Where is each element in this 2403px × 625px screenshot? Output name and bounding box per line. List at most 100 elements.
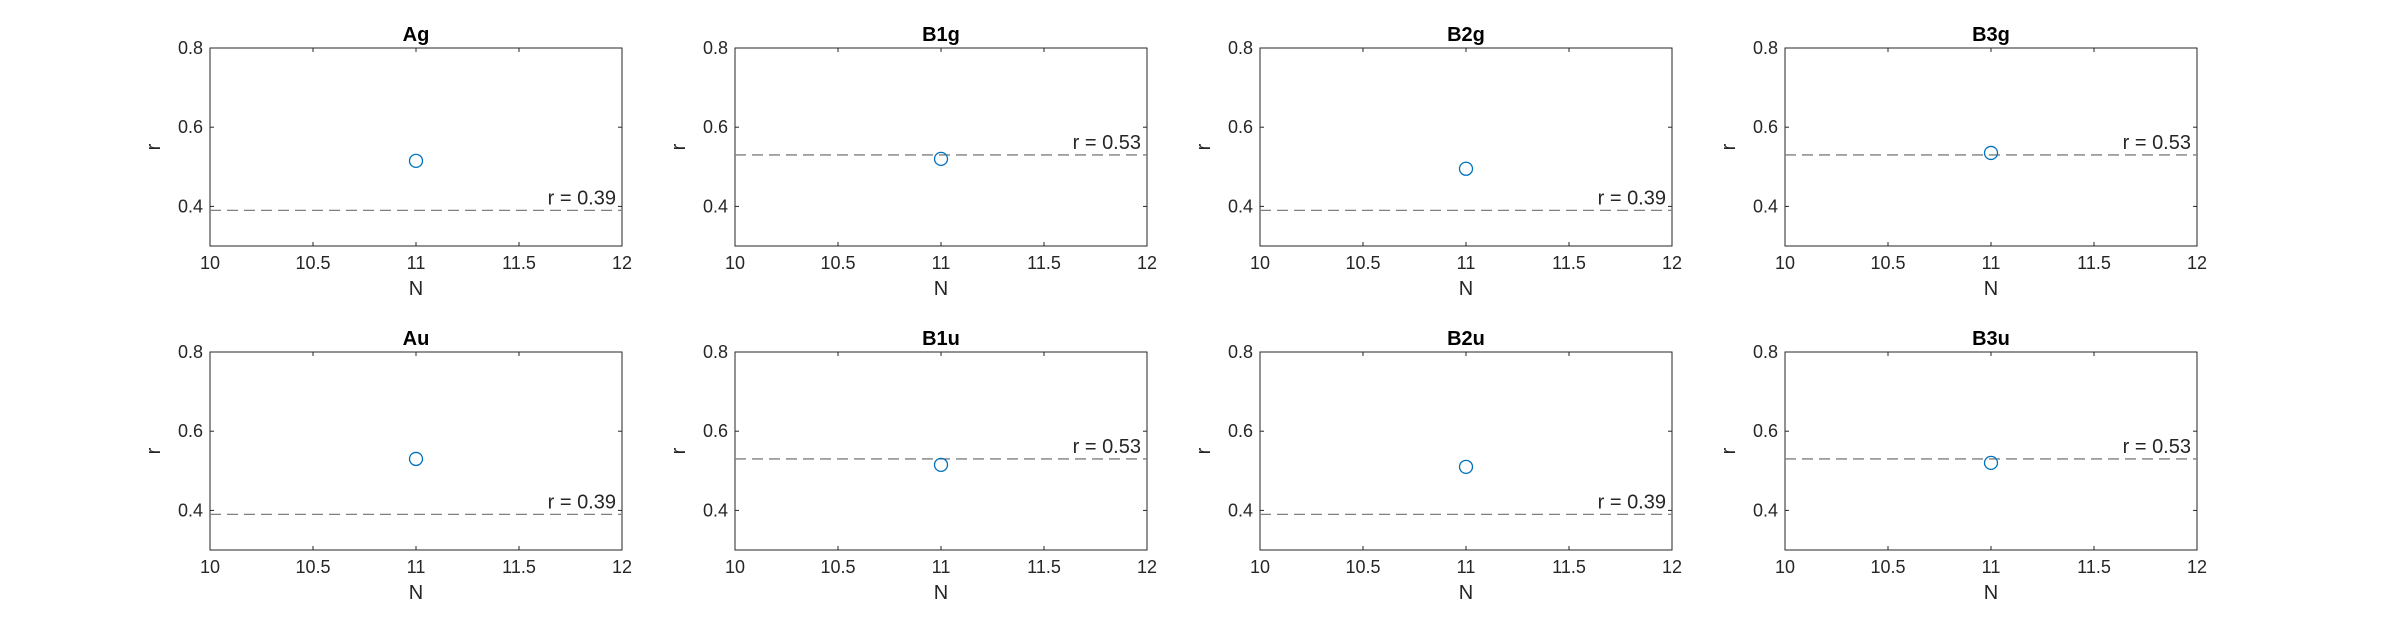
reference-label: r = 0.39	[548, 491, 616, 513]
y-tick-label: 0.6	[703, 117, 728, 137]
panel-b2g: B2g 10 10.5 11 11.5 12 0.4 0.6 0.8 Nr r = 0.39	[1193, 24, 1682, 300]
y-tick-label: 0.6	[1753, 117, 1778, 137]
x-tick-label: 12	[1662, 253, 1682, 273]
panel-ag: Ag 10 10.5 11 11.5 12 0.4 0.6 0.8 Nr r = 0.39	[143, 24, 632, 300]
x-tick-label: 10	[725, 557, 745, 577]
y-tick-label: 0.4	[178, 500, 203, 520]
y-tick-label: 0.6	[178, 421, 203, 441]
reference-label: r = 0.39	[1598, 491, 1666, 513]
x-tick-label: 11	[932, 253, 951, 273]
chart-title: B2u	[1447, 328, 1485, 350]
panel-b1u: B1u 10 10.5 11 11.5 12 0.4 0.6 0.8 Nr r = 0.53	[668, 328, 1157, 604]
x-axis-label: N	[409, 278, 423, 300]
x-tick-label: 11.5	[2077, 253, 2111, 273]
y-tick-label: 0.4	[1753, 196, 1778, 216]
x-tick-label: 10	[1775, 253, 1795, 273]
chart-title: B3g	[1972, 24, 2010, 46]
chart-title: B2g	[1447, 24, 1485, 46]
panel-b1g: B1g 10 10.5 11 11.5 12 0.4 0.6 0.8 Nr r = 0.53	[668, 24, 1157, 300]
panel-b3g: B3g 10 10.5 11 11.5 12 0.4 0.6 0.8 Nr r = 0.53	[1718, 24, 2207, 300]
x-tick-label: 12	[612, 557, 632, 577]
x-axis-label: N	[934, 278, 948, 300]
reference-label: r = 0.39	[1598, 187, 1666, 209]
data-point	[1983, 145, 1999, 161]
x-tick-label: 10.5	[295, 557, 330, 577]
reference-label: r = 0.53	[1073, 436, 1141, 458]
x-tick-label: 11	[407, 253, 426, 273]
chart-title: B1u	[922, 328, 960, 350]
x-axis-label: N	[1459, 582, 1473, 604]
x-tick-label: 10.5	[1870, 557, 1905, 577]
y-tick-label: 0.8	[703, 38, 728, 58]
x-tick-label: 10	[1250, 557, 1270, 577]
data-point	[408, 451, 424, 467]
plot-area	[1259, 47, 1673, 247]
x-tick-label: 10	[1250, 253, 1270, 273]
y-tick-label: 0.6	[703, 421, 728, 441]
panel-b2u: B2u 10 10.5 11 11.5 12 0.4 0.6 0.8 Nr r = 0.39	[1193, 328, 1682, 604]
y-tick-label: 0.8	[1228, 38, 1253, 58]
panel-b3u: B3u 10 10.5 11 11.5 12 0.4 0.6 0.8 Nr r = 0.53	[1718, 328, 2207, 604]
x-tick-label: 10.5	[1345, 557, 1380, 577]
data-point	[1458, 459, 1474, 474]
y-axis-label: r	[668, 447, 690, 454]
data-point	[1458, 161, 1474, 176]
x-tick-label: 10.5	[820, 253, 855, 273]
x-tick-label: 11.5	[2077, 557, 2111, 577]
x-tick-label: 11	[1982, 557, 2001, 577]
x-tick-label: 11.5	[1027, 557, 1061, 577]
x-axis-label: N	[1984, 278, 1998, 300]
y-tick-label: 0.8	[178, 38, 203, 58]
y-tick-label: 0.8	[703, 342, 728, 362]
x-tick-label: 12	[2187, 253, 2207, 273]
x-tick-label: 11	[1982, 253, 2001, 273]
chart-title: B3u	[1972, 328, 2010, 350]
y-tick-label: 0.4	[1228, 196, 1253, 216]
y-axis-label: r	[1718, 447, 1740, 454]
x-tick-label: 11.5	[1027, 253, 1061, 273]
reference-label: r = 0.39	[548, 187, 616, 209]
reference-label: r = 0.53	[2123, 132, 2191, 154]
x-tick-label: 12	[1662, 557, 1682, 577]
x-tick-label: 11	[1457, 253, 1476, 273]
reference-label: r = 0.53	[2123, 436, 2191, 458]
x-tick-label: 11.5	[1552, 557, 1586, 577]
y-tick-label: 0.6	[178, 117, 203, 137]
x-tick-label: 11.5	[502, 253, 536, 273]
x-tick-label: 11	[407, 557, 426, 577]
x-tick-label: 10.5	[295, 253, 330, 273]
x-axis-label: N	[409, 582, 423, 604]
chart-title: Ag	[403, 24, 430, 46]
panel-au: Au 10 10.5 11 11.5 12 0.4 0.6 0.8 Nr r = 0.39	[143, 328, 632, 604]
x-tick-label: 10	[200, 253, 220, 273]
x-axis-label: N	[1459, 278, 1473, 300]
x-tick-label: 11	[1457, 557, 1476, 577]
y-axis-label: r	[1193, 447, 1215, 454]
data-point	[1983, 455, 1999, 471]
x-tick-label: 10.5	[1870, 253, 1905, 273]
y-axis-label: r	[143, 143, 165, 150]
chart-title: B1g	[922, 24, 960, 46]
y-tick-label: 0.6	[1228, 117, 1253, 137]
y-tick-label: 0.4	[703, 500, 728, 520]
y-tick-label: 0.4	[1753, 500, 1778, 520]
y-tick-label: 0.8	[178, 342, 203, 362]
chart-title: Au	[403, 328, 430, 350]
y-axis-label: r	[143, 447, 165, 454]
y-tick-label: 0.8	[1228, 342, 1253, 362]
x-tick-label: 11.5	[1552, 253, 1586, 273]
y-tick-label: 0.6	[1228, 421, 1253, 441]
x-axis-label: N	[1984, 582, 1998, 604]
y-tick-label: 0.8	[1753, 342, 1778, 362]
y-tick-label: 0.8	[1753, 38, 1778, 58]
y-axis-label: r	[668, 143, 690, 150]
x-axis-label: N	[934, 582, 948, 604]
y-tick-label: 0.6	[1753, 421, 1778, 441]
x-tick-label: 10.5	[1345, 253, 1380, 273]
x-tick-label: 12	[1137, 557, 1157, 577]
y-axis-label: r	[1718, 143, 1740, 150]
x-tick-label: 10	[1775, 557, 1795, 577]
x-tick-label: 12	[1137, 253, 1157, 273]
x-tick-label: 11	[932, 557, 951, 577]
